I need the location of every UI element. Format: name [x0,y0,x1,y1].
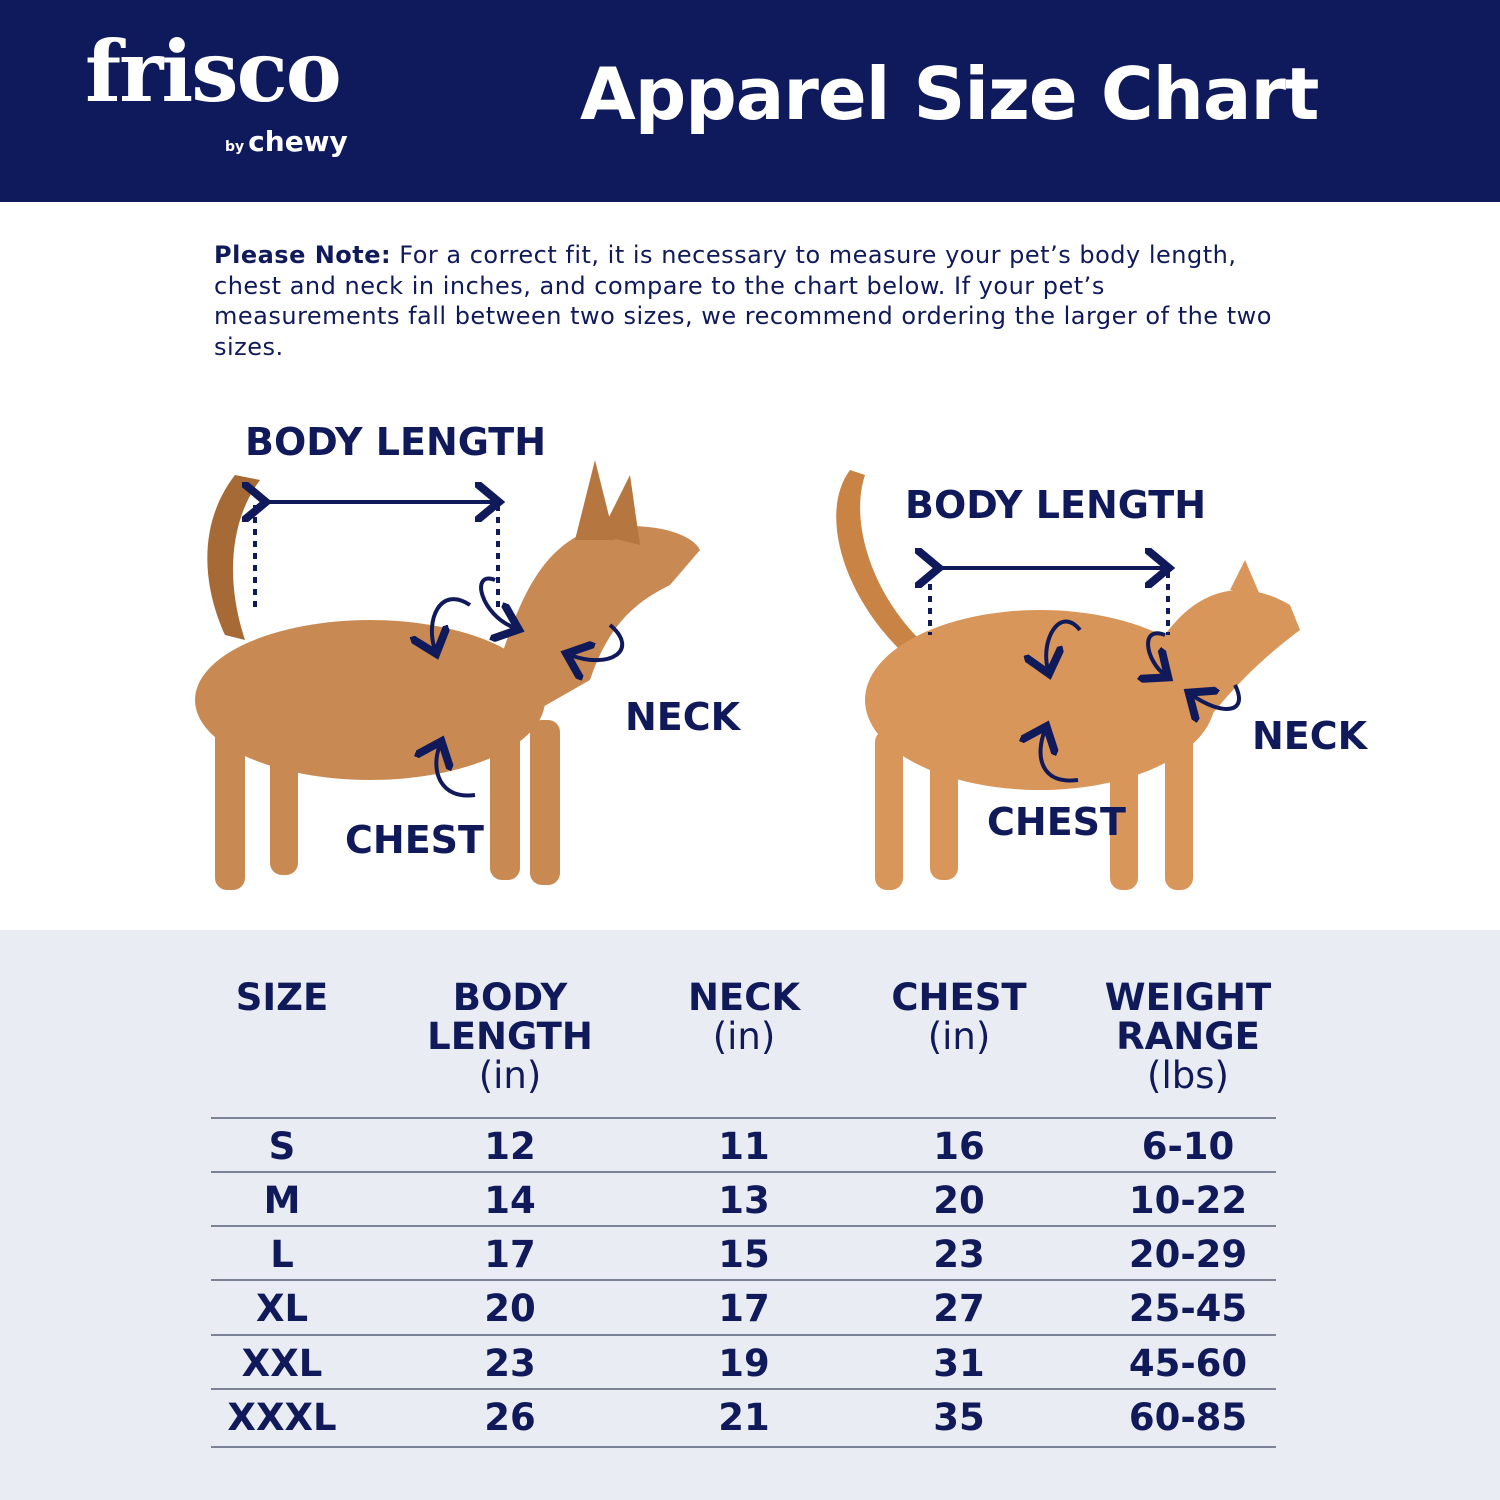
table-cell: 60-85 [1128,1396,1248,1439]
cat-body-length-label: BODY LENGTH [905,483,1207,527]
table-cell: 10-22 [1128,1179,1248,1222]
table-cell: 25-45 [1128,1287,1248,1330]
column-header: NECK (in) [688,978,800,1056]
note-text: For a correct fit, it is necessary to me… [214,241,1272,361]
table-cell: 45-60 [1128,1342,1248,1385]
dog-neck-label: NECK [625,695,741,739]
row-divider [211,1117,1276,1119]
column-header: WEIGHT RANGE (lbs) [1098,978,1278,1095]
table-cell: 26 [484,1396,536,1439]
column-header-title: CHEST [891,976,1027,1019]
column-header: CHEST (in) [891,978,1026,1056]
table-cell: 20 [933,1179,985,1222]
dog-chest-label: CHEST [345,818,484,862]
column-header-title: BODY LENGTH [427,976,593,1058]
table-cell: 16 [933,1125,985,1168]
column-header-unit: (in) [927,1015,991,1058]
frisco-logo: frisco by chewy [85,22,348,159]
header-banner: frisco by chewy Apparel Size Chart [0,0,1500,202]
measurement-arrows [255,502,1241,798]
table-cell: 17 [484,1233,536,1276]
column-header-unit: (lbs) [1147,1054,1229,1097]
table-cell: 23 [933,1233,985,1276]
row-divider [211,1334,1276,1336]
cat-image [836,470,1300,890]
row-divider [211,1388,1276,1390]
table-cell: L [270,1233,294,1276]
table-cell: 19 [718,1342,770,1385]
table-cell: M [263,1179,301,1222]
table-cell: XL [255,1287,309,1330]
column-header-title: SIZE [235,976,329,1019]
table-cell: 21 [718,1396,770,1439]
column-header-unit: (in) [712,1015,776,1058]
page-title: Apparel Size Chart [580,52,1319,136]
table-cell: 27 [933,1287,985,1330]
table-cell: 23 [484,1342,536,1385]
row-divider [211,1446,1276,1448]
table-cell: 17 [718,1287,770,1330]
column-header: BODY LENGTH (in) [425,978,595,1095]
table-cell: 20 [484,1287,536,1330]
row-divider [211,1171,1276,1173]
logo-by: by [225,139,245,155]
table-cell: S [268,1125,296,1168]
table-cell: 14 [484,1179,536,1222]
row-divider [211,1279,1276,1281]
table-cell: XXL [241,1342,323,1385]
measurement-illustration: BODY LENGTH NECK CHEST BODY LENGTH NECK … [0,400,1500,930]
column-header-title: WEIGHT RANGE [1104,976,1272,1058]
table-cell: XXXL [227,1396,337,1439]
column-header-title: NECK [687,976,801,1019]
table-cell: 35 [933,1396,985,1439]
column-header-unit: (in) [478,1054,542,1097]
table-cell: 6-10 [1141,1125,1235,1168]
table-cell: 11 [718,1125,770,1168]
table-cell: 13 [718,1179,770,1222]
dog-body-length-label: BODY LENGTH [245,420,547,464]
fit-note: Please Note: For a correct fit, it is ne… [214,240,1274,362]
table-cell: 12 [484,1125,536,1168]
note-label: Please Note: [214,241,392,269]
table-cell: 20-29 [1128,1233,1248,1276]
row-divider [211,1225,1276,1227]
cat-neck-label: NECK [1252,714,1368,758]
table-cell: 31 [933,1342,985,1385]
logo-brand: chewy [248,125,348,158]
dog-image [195,460,700,890]
table-cell: 15 [718,1233,770,1276]
cat-chest-label: CHEST [987,800,1126,844]
size-table: SIZE BODY LENGTH (in) NECK (in) CHEST (in) WEIG… [0,930,1500,1500]
column-header: SIZE [236,978,329,1017]
